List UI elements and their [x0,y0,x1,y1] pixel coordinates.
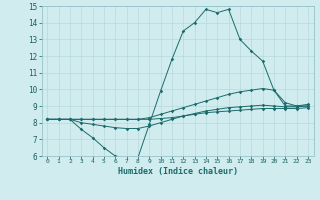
X-axis label: Humidex (Indice chaleur): Humidex (Indice chaleur) [118,167,237,176]
